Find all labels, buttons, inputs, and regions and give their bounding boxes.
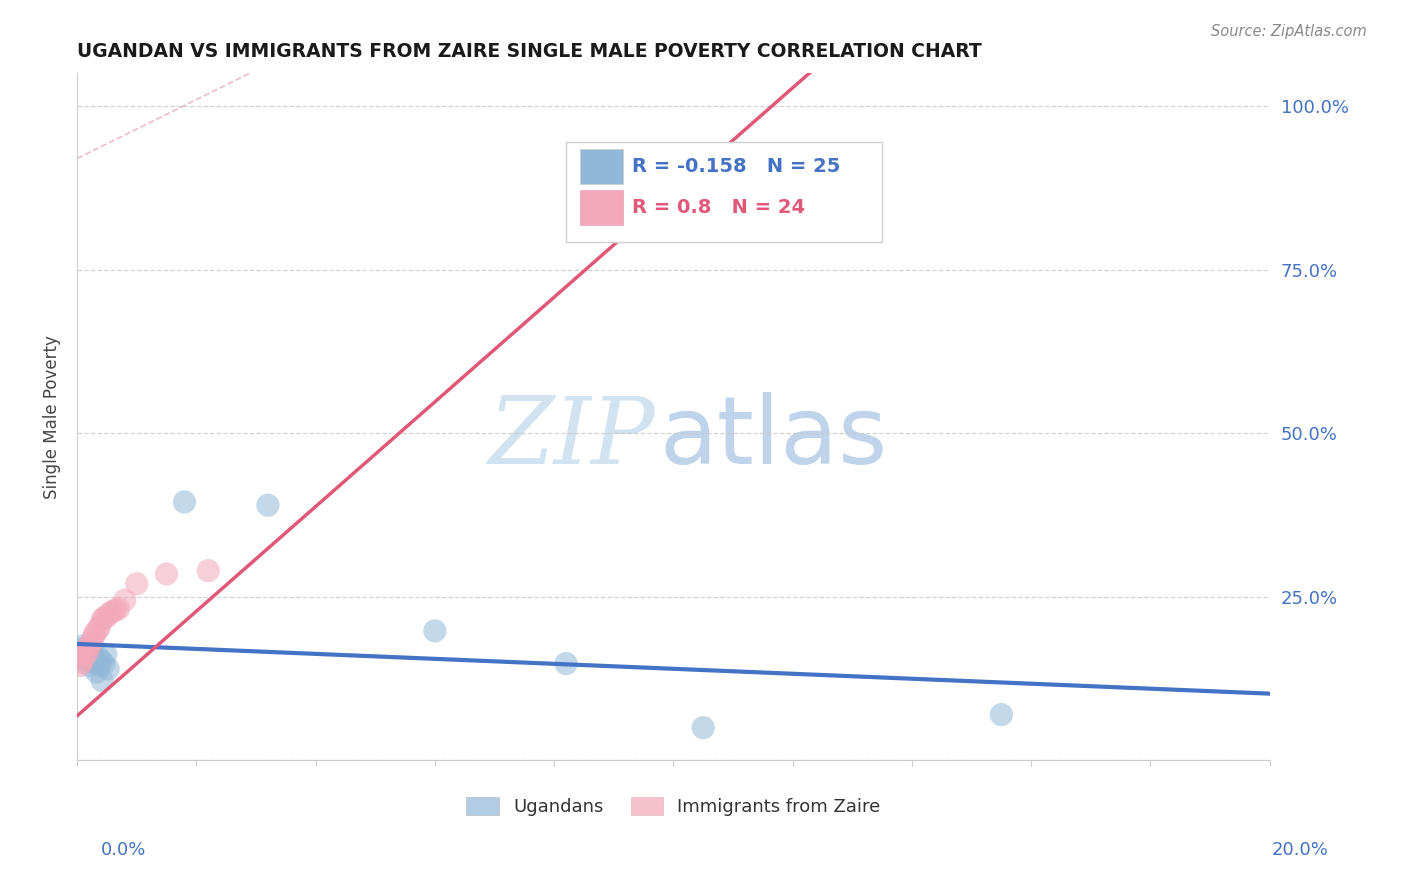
Y-axis label: Single Male Poverty: Single Male Poverty bbox=[44, 335, 60, 499]
Text: R = 0.8   N = 24: R = 0.8 N = 24 bbox=[631, 198, 804, 217]
Point bbox=[72, 652, 94, 666]
Point bbox=[86, 665, 108, 679]
Text: 0.0%: 0.0% bbox=[101, 841, 146, 859]
Point bbox=[87, 623, 110, 637]
Point bbox=[80, 655, 103, 669]
Point bbox=[91, 613, 114, 627]
Text: Source: ZipAtlas.com: Source: ZipAtlas.com bbox=[1211, 24, 1367, 39]
Point bbox=[69, 658, 91, 673]
FancyBboxPatch shape bbox=[567, 142, 882, 242]
Point bbox=[91, 673, 114, 688]
Point bbox=[75, 648, 97, 663]
Point bbox=[94, 648, 117, 662]
Point bbox=[87, 650, 110, 665]
Legend: Ugandans, Immigrants from Zaire: Ugandans, Immigrants from Zaire bbox=[458, 789, 889, 823]
Point bbox=[101, 604, 124, 618]
Point bbox=[90, 654, 112, 668]
Point bbox=[89, 658, 111, 673]
Point bbox=[72, 639, 94, 653]
Point bbox=[96, 609, 118, 624]
Point bbox=[555, 657, 578, 671]
Point bbox=[104, 603, 127, 617]
FancyBboxPatch shape bbox=[581, 149, 623, 184]
Point bbox=[692, 721, 714, 735]
Point bbox=[84, 625, 107, 640]
Point bbox=[79, 645, 101, 659]
FancyBboxPatch shape bbox=[581, 190, 623, 225]
Point bbox=[83, 648, 105, 663]
Point bbox=[97, 662, 120, 676]
Point bbox=[93, 657, 115, 671]
Point bbox=[76, 645, 98, 659]
Point bbox=[77, 658, 100, 673]
Text: 20.0%: 20.0% bbox=[1272, 841, 1329, 859]
Point bbox=[76, 652, 98, 666]
Point bbox=[125, 576, 148, 591]
Point bbox=[79, 637, 101, 651]
Point bbox=[990, 707, 1012, 722]
Text: UGANDAN VS IMMIGRANTS FROM ZAIRE SINGLE MALE POVERTY CORRELATION CHART: UGANDAN VS IMMIGRANTS FROM ZAIRE SINGLE … bbox=[77, 42, 981, 61]
Point bbox=[197, 564, 219, 578]
Text: R = -0.158   N = 25: R = -0.158 N = 25 bbox=[631, 157, 839, 176]
Point bbox=[70, 642, 93, 657]
Point bbox=[98, 606, 121, 620]
Point bbox=[89, 619, 111, 633]
Point bbox=[80, 634, 103, 648]
Text: ZIP: ZIP bbox=[489, 392, 655, 483]
Point bbox=[73, 645, 96, 659]
Point bbox=[84, 655, 107, 669]
Point bbox=[108, 601, 131, 615]
Point bbox=[257, 498, 280, 512]
Point bbox=[75, 643, 97, 657]
Point bbox=[83, 629, 105, 643]
Text: atlas: atlas bbox=[659, 392, 887, 483]
Point bbox=[423, 624, 446, 638]
Point bbox=[69, 652, 91, 666]
Point bbox=[114, 593, 136, 607]
Point bbox=[73, 648, 96, 663]
Point bbox=[77, 639, 100, 653]
Point bbox=[70, 655, 93, 669]
Point bbox=[93, 611, 115, 625]
Point bbox=[173, 495, 195, 509]
Point bbox=[155, 566, 177, 581]
